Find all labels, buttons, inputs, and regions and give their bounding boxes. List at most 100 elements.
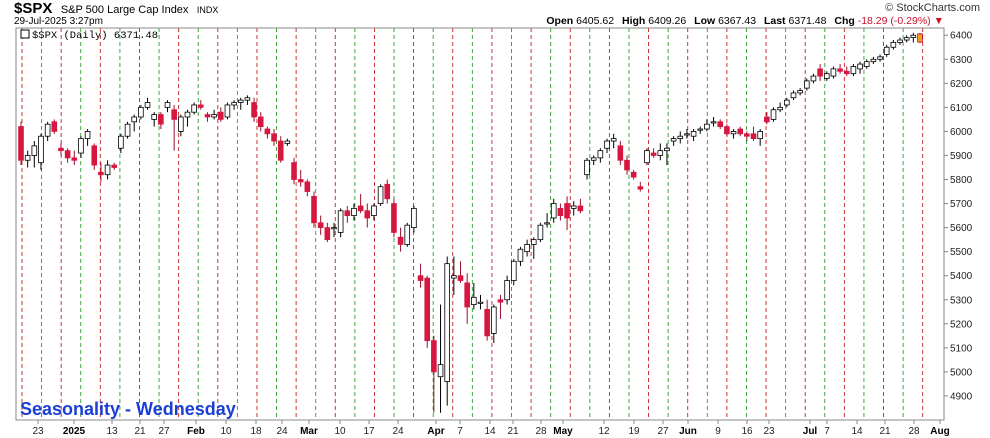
legend-text: $SPX (Daily) 6371.48 [32, 30, 158, 42]
x-tick-label: Apr [427, 426, 444, 437]
y-tick-label: 5100 [950, 343, 973, 354]
candle [158, 112, 164, 130]
candle [491, 304, 497, 344]
exchange-label: INDX [196, 5, 219, 15]
candle-body [810, 75, 817, 82]
candle [311, 191, 317, 228]
candle-body [524, 244, 530, 253]
candle [510, 258, 517, 286]
candle-body [98, 171, 104, 176]
candle [610, 133, 617, 149]
candle [377, 184, 384, 206]
candle [497, 294, 504, 319]
candle [331, 222, 337, 238]
candle [98, 162, 104, 182]
candle-body [384, 183, 391, 200]
candle [717, 119, 724, 130]
y-tick-label: 6100 [950, 103, 973, 114]
x-axis: 23 2025 13 21 27 Feb 10 18 24 Mar 10 17 24 Apr 7 14 21 28… [32, 420, 950, 437]
x-tick-label: 19 [628, 426, 640, 437]
candle-body [610, 138, 617, 142]
candle [744, 131, 750, 142]
y-tick-label: 5400 [950, 271, 973, 282]
candle [38, 133, 44, 170]
candle-body [131, 116, 138, 123]
candle [877, 54, 883, 62]
candle [704, 119, 710, 132]
x-tick-label: 28 [908, 426, 920, 437]
brand-logo: © StockCharts.com [885, 2, 980, 14]
candle-body [324, 227, 331, 241]
candle-body [38, 135, 44, 164]
candle [151, 112, 157, 127]
timestamp: 29-Jul-2025 3:27pm [14, 16, 103, 27]
y-tick-label: 5000 [950, 367, 973, 378]
candle [890, 40, 897, 50]
candle-body [737, 128, 743, 135]
x-tick-label: 21 [879, 426, 891, 437]
x-tick-label: 14 [484, 426, 496, 437]
candle-body [391, 203, 397, 233]
candle [737, 126, 743, 137]
candle-body [471, 296, 477, 305]
candle-body [797, 90, 803, 94]
candle-body [777, 106, 783, 111]
candle-body [91, 145, 98, 166]
candle [297, 169, 304, 187]
candle-body [437, 364, 444, 378]
candle-body [650, 152, 657, 156]
candle-body [584, 159, 590, 176]
candle [217, 107, 224, 122]
candle-body [357, 205, 364, 212]
y-tick-label: 4900 [950, 391, 973, 402]
candle [84, 129, 91, 146]
candle [324, 222, 331, 243]
candle [897, 37, 903, 45]
candle [630, 169, 637, 180]
candle [131, 114, 138, 132]
x-tick-label: 24 [276, 426, 288, 437]
candle [617, 141, 624, 166]
candle [557, 203, 564, 221]
candle-body [843, 70, 850, 75]
candle-body [704, 123, 710, 130]
candle-body [124, 123, 131, 137]
candle [910, 32, 917, 43]
candle-body [790, 92, 797, 99]
candle-body [684, 133, 690, 136]
x-tick-label: 23 [763, 426, 775, 437]
y-tick-label: 5700 [950, 199, 973, 210]
candle [750, 126, 757, 142]
seasonality-lines [21, 28, 924, 420]
candle-body [377, 186, 384, 204]
candle-body [191, 104, 197, 113]
candle-body [158, 114, 164, 125]
candle [437, 304, 444, 413]
candle [664, 143, 670, 166]
candle [810, 73, 817, 84]
low-label: Low [694, 15, 716, 27]
quote-summary: Open 6405.62 High 6409.26 Low 6367.43 La… [546, 15, 944, 27]
candle [24, 150, 31, 168]
candle-body [364, 210, 371, 219]
candle-body [897, 39, 903, 43]
candle [284, 138, 291, 146]
candle [730, 129, 737, 139]
candle [118, 133, 124, 154]
candle-body [51, 121, 58, 132]
x-tick-label: 28 [535, 426, 547, 437]
candle [590, 155, 597, 166]
x-tick-label: 12 [598, 426, 610, 437]
x-tick-label: 13 [106, 426, 118, 437]
candle-body [823, 73, 830, 79]
candle-body [404, 224, 411, 245]
candle [397, 227, 404, 252]
candle-body [637, 186, 644, 190]
candle-body [257, 116, 264, 128]
candle-body [397, 236, 404, 245]
candle-body [557, 207, 564, 216]
candle-body [444, 263, 450, 382]
x-tick-label: Mar [300, 426, 318, 437]
x-tick-label: 14 [851, 426, 863, 437]
last-value: 6371.48 [788, 15, 827, 27]
